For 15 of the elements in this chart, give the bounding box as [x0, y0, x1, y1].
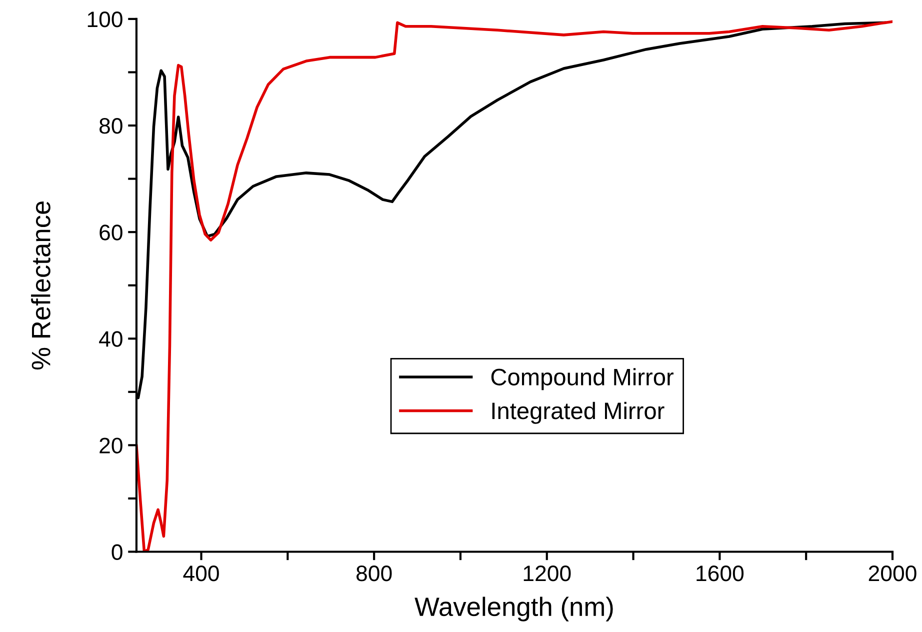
legend-label: Compound Mirror	[491, 368, 674, 390]
x-axis-title: Wavelength (nm)	[414, 596, 613, 622]
x-tick-label: 800	[356, 566, 392, 582]
x-tick-label: 1600	[696, 566, 744, 582]
y-tick-label: 20	[100, 438, 122, 454]
y-tick-label: 40	[99, 331, 122, 347]
y-tick-label: 0	[112, 544, 122, 560]
x-tick-label: 2000	[868, 566, 916, 582]
y-axis-title: % Reflectance	[31, 201, 50, 370]
x-tick-label: 400	[183, 566, 219, 582]
y-tick-label: 100	[88, 11, 122, 28]
y-tick-label: 80	[100, 118, 122, 134]
y-tick-label: 60	[100, 224, 122, 240]
x-tick-label: 1200	[524, 566, 571, 582]
legend-label: Integrated Mirror	[492, 402, 664, 424]
